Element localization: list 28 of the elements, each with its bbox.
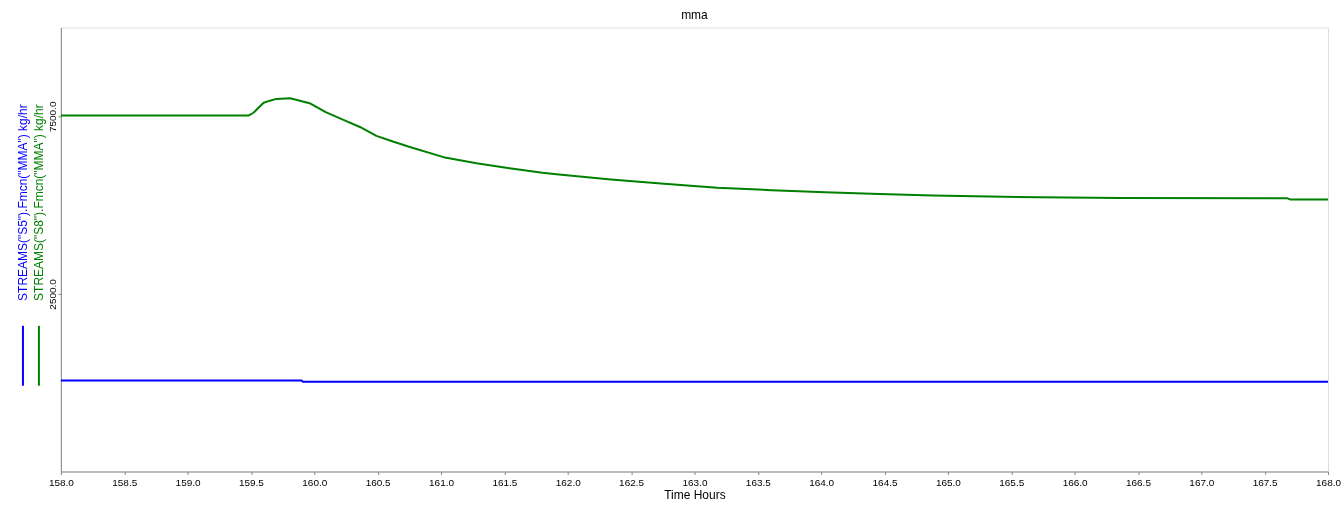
x-tick-label: 165.0 [935, 476, 962, 488]
text: STREAMS("S5").Fmcn("MMA") kg/hr [15, 104, 30, 301]
x-tick-label: 162.5 [619, 476, 645, 488]
text: STREAMS("S8").Fmcn("MMA") kg/hr [31, 104, 46, 301]
x-axis-title: Time Hours [664, 487, 726, 502]
y-tick-label: 2500.0 [47, 278, 59, 310]
x-tick-label: 158.0 [48, 476, 75, 488]
x-tick-label: 159.5 [238, 476, 265, 488]
x-tick-label: 163.5 [745, 476, 772, 488]
x-tick-label: 165.5 [999, 476, 1025, 488]
x-tick-label: 164.0 [809, 476, 835, 488]
x-tick-label: 167.0 [1189, 476, 1215, 488]
chart-title: mma [681, 7, 709, 22]
x-tick-label: 162.0 [555, 476, 582, 488]
x-tick-label: 168.0 [1316, 476, 1342, 488]
x-tick-label: 166.5 [1125, 476, 1152, 488]
x-tick-label: 163.0 [682, 476, 708, 488]
x-tick-label: 160.5 [365, 476, 392, 488]
x-tick-label: 160.0 [302, 476, 328, 488]
line-series [60, 97, 1329, 201]
x-tick-label: 161.5 [492, 476, 518, 488]
x-tick-label: 159.0 [175, 476, 202, 488]
x-tick-label: 164.5 [872, 476, 898, 488]
x-tick-label: 158.5 [112, 476, 138, 488]
x-tick-label: 166.0 [1062, 476, 1089, 488]
y-tick-label: 7500.0 [47, 101, 59, 133]
x-tick-label: 161.0 [429, 476, 455, 488]
x-tick-label: 167.5 [1252, 476, 1279, 488]
